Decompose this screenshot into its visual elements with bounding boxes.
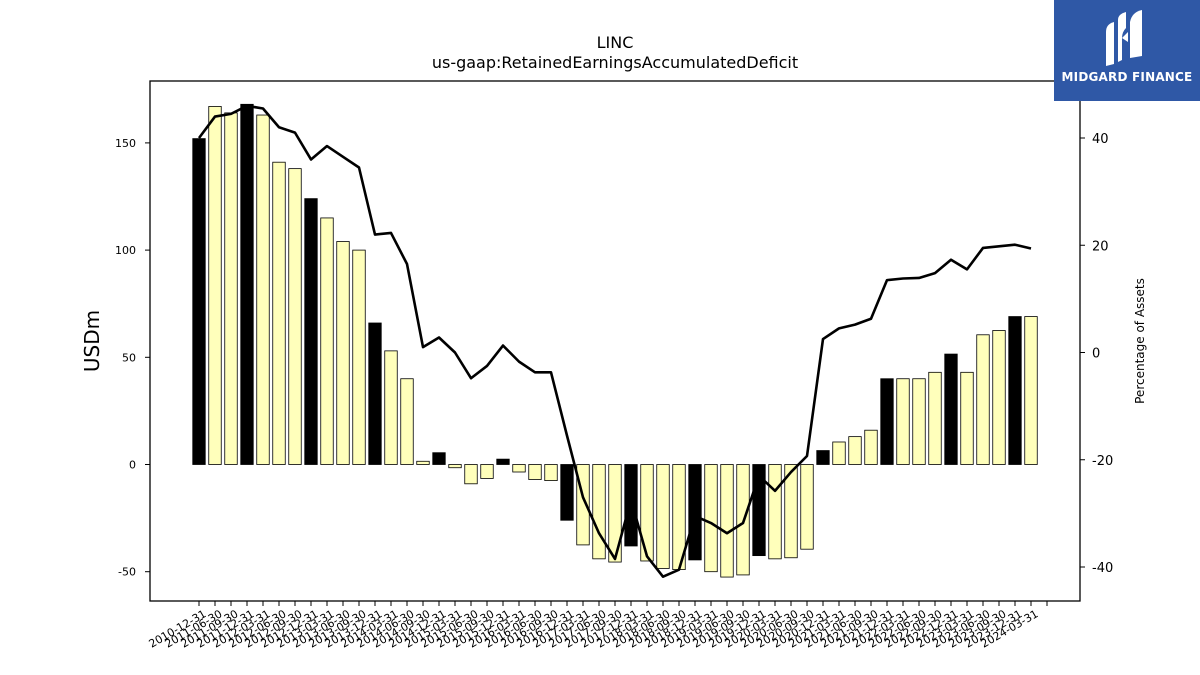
y2-tick-label: 20: [1092, 239, 1109, 254]
bar: [928, 371, 942, 465]
x-axis: 2010-12-312011-06-302011-09-302011-12-31…: [147, 601, 1048, 651]
bar: [528, 464, 542, 480]
y2-axis-label: Percentage of Assets: [1133, 278, 1147, 404]
bar: [544, 464, 558, 481]
y-tick-label: 0: [129, 459, 136, 472]
bar: [384, 350, 398, 465]
y-axis-label: USDm: [80, 310, 104, 372]
bar: [656, 464, 670, 569]
bar: [480, 464, 494, 479]
bar: [912, 378, 926, 465]
bar: [256, 114, 270, 465]
bar: [240, 103, 254, 465]
bar: [208, 106, 222, 465]
bar: [432, 452, 446, 465]
y2-tick-label: 0: [1092, 347, 1100, 362]
y-tick-label: -50: [118, 566, 136, 579]
y2-tick-label: -20: [1092, 454, 1113, 469]
y-axis-left: -50 0 50 100 150: [115, 137, 150, 579]
bar: [464, 464, 478, 485]
bar: [640, 464, 654, 562]
bar: [1024, 316, 1038, 465]
midgard-logo-icon: [1106, 10, 1142, 66]
chart-title: LINC: [597, 33, 634, 52]
bar: [848, 436, 862, 465]
bar: [288, 168, 302, 465]
bar: [416, 460, 430, 465]
bar: [512, 464, 526, 473]
bar: [688, 464, 702, 561]
bar: [304, 198, 318, 465]
line-path: [197, 104, 1032, 578]
bar: [976, 334, 990, 465]
y-tick-label: 100: [115, 244, 136, 257]
bar: [336, 241, 350, 465]
bar: [448, 464, 462, 469]
bar: [624, 464, 638, 547]
y-tick-label: 150: [115, 137, 136, 150]
bar: [880, 378, 894, 465]
y2-tick-label: 40: [1092, 132, 1109, 147]
bar: [320, 217, 334, 465]
bar: [352, 249, 366, 465]
bar: [592, 464, 606, 560]
bar: [768, 464, 782, 560]
y2-tick-label: -40: [1092, 561, 1113, 576]
bar: [944, 353, 958, 465]
brand-name: MIDGARD FINANCE: [1061, 70, 1193, 84]
bar: [992, 330, 1006, 465]
bar: [224, 112, 238, 465]
bar: [800, 464, 814, 550]
y-tick-label: 50: [122, 351, 136, 364]
bar: [704, 464, 718, 573]
chart-subtitle: us-gaap:RetainedEarningsAccumulatedDefic…: [432, 53, 798, 72]
bar: [896, 378, 910, 465]
bar-series: [192, 103, 1038, 578]
bar: [496, 458, 510, 465]
bar: [864, 429, 878, 465]
y-axis-right: -40 -20 0 20 40: [1080, 132, 1113, 576]
line-series: [197, 104, 1032, 578]
brand-logo: MIDGARD FINANCE: [1054, 0, 1200, 101]
bar: [192, 138, 206, 465]
bar: [784, 464, 798, 559]
bar: [816, 450, 830, 465]
bar: [272, 161, 286, 465]
bar: [832, 441, 846, 465]
bar: [960, 371, 974, 465]
bar: [720, 464, 734, 578]
bar: [1008, 316, 1022, 465]
bar: [368, 322, 382, 465]
bar: [608, 464, 622, 563]
bar: [400, 378, 414, 465]
bar: [560, 464, 574, 521]
